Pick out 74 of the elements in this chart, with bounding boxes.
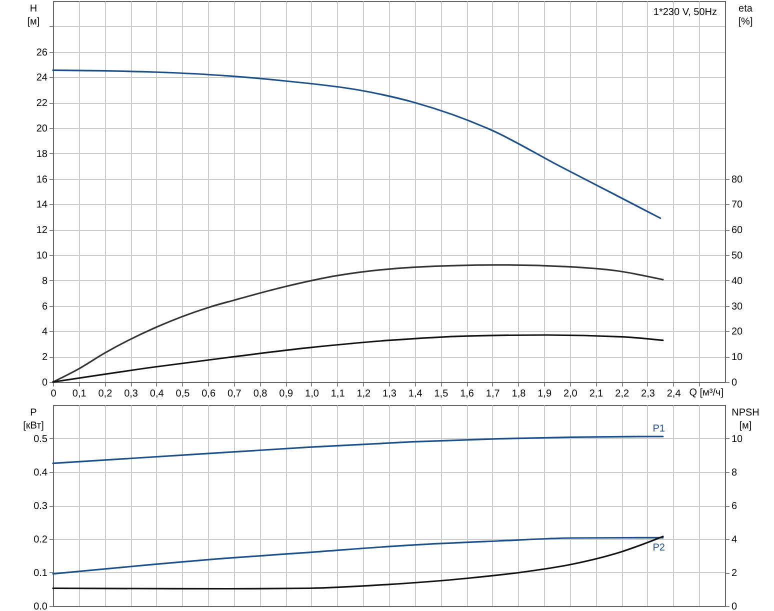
x-tick-label: 0,2 — [98, 388, 113, 400]
annotation: 1*230 V, 50Hz — [653, 7, 717, 18]
x-tick-label: 0,1 — [72, 388, 87, 400]
x-axis-title: Q [м³/ч] — [689, 388, 724, 398]
x-tick-label: 1,1 — [330, 388, 346, 400]
y2-axis-title: NPSH [м] — [732, 408, 760, 432]
y-tick-label: 22 — [36, 98, 48, 110]
y2-tick-label: 10 — [732, 434, 744, 445]
y-tick-label: 6 — [42, 301, 48, 312]
y2-tick-label: 20 — [732, 326, 744, 338]
y-tick-label: 24 — [36, 72, 48, 84]
y2-tick-label: 0 — [732, 378, 738, 388]
y-axis-title: P [кВт] — [23, 408, 44, 432]
y-tick-label: 10 — [36, 250, 48, 262]
y-tick-label: 0.0 — [34, 602, 48, 611]
y-tick-label: 2 — [42, 352, 48, 364]
x-tick-label: 1,7 — [486, 388, 500, 400]
y-tick-label: 20 — [36, 124, 48, 134]
y-tick-label: 16 — [36, 174, 48, 186]
x-tick-label: 1,3 — [382, 388, 397, 400]
series-label: P1 — [652, 423, 666, 434]
line-series — [52, 536, 664, 590]
y-tick-label: 0.2 — [34, 534, 48, 546]
y-axis-title: H [м] — [27, 4, 40, 28]
x-tick-label: 2,1 — [589, 388, 604, 400]
y-tick-label: 14 — [36, 200, 48, 211]
line-series — [52, 334, 664, 383]
x-tick-label: 2,2 — [615, 388, 630, 400]
y2-tick-label: 60 — [732, 225, 744, 236]
y2-tick-label: 2 — [732, 568, 738, 579]
x-tick-label: 1,6 — [460, 388, 474, 400]
x-tick-label: 2,0 — [563, 388, 578, 400]
x-tick-label: 1,4 — [408, 388, 423, 400]
x-tick-label: 2,4 — [666, 388, 682, 400]
y2-tick-label: 30 — [732, 301, 744, 312]
line-series — [52, 536, 664, 575]
y-tick-label: 18 — [36, 148, 48, 160]
x-tick-label: 1,5 — [434, 388, 449, 400]
x-tick-label: 0,8 — [253, 388, 268, 400]
y2-tick-label: 0 — [732, 602, 738, 611]
x-tick-label: 0,3 — [124, 388, 138, 400]
y-tick-label: 12 — [36, 225, 48, 236]
y2-tick-label: 4 — [732, 534, 738, 546]
y2-tick-label: 50 — [732, 250, 744, 262]
y-tick-label: 8 — [42, 276, 48, 287]
x-tick-label: 1,0 — [305, 388, 320, 400]
y2-tick-label: 40 — [732, 276, 744, 287]
y-tick-label: 0.5 — [34, 434, 48, 445]
y-tick-label: 26 — [36, 47, 48, 58]
y-tick-label: 0 — [42, 378, 48, 388]
line-series — [52, 69, 662, 219]
series-label: P2 — [652, 542, 666, 554]
x-tick-label: 1,9 — [538, 388, 552, 400]
y2-tick-label: 80 — [732, 174, 744, 186]
x-tick-label: 0,7 — [227, 388, 242, 400]
y-tick-label: 4 — [42, 326, 48, 338]
x-tick-label: 0 — [50, 388, 57, 400]
x-tick-label: 2,3 — [641, 388, 656, 400]
x-tick-label: 0,4 — [150, 388, 164, 400]
x-tick-label: 0,5 — [176, 388, 190, 400]
line-series — [52, 436, 664, 464]
x-tick-label: 0,9 — [279, 388, 294, 400]
y2-axis-title: eta [%] — [738, 4, 753, 28]
x-tick-label: 1,8 — [512, 388, 526, 400]
x-tick-label: 1,2 — [356, 388, 372, 400]
y2-tick-label: 8 — [732, 468, 738, 478]
y2-tick-label: 6 — [732, 501, 738, 512]
y-tick-label: 0.4 — [34, 468, 48, 478]
line-series — [52, 264, 664, 383]
y2-tick-label: 10 — [732, 352, 744, 364]
x-tick-label: 0,6 — [202, 388, 216, 400]
y2-tick-label: 70 — [732, 200, 744, 211]
y-tick-label: 0.1 — [34, 568, 48, 579]
y-tick-label: 0.3 — [34, 501, 48, 512]
